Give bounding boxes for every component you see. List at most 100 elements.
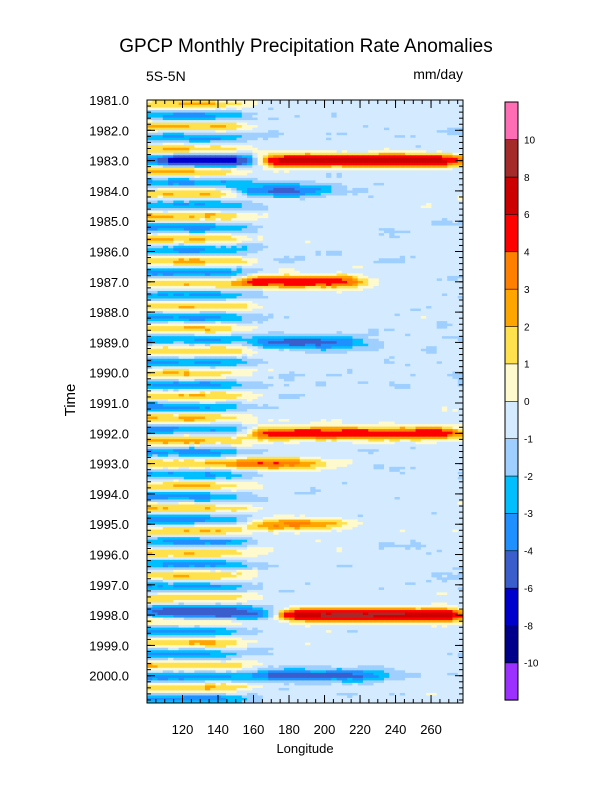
heatmap-cell (226, 263, 232, 267)
heatmap-cell (341, 200, 348, 204)
heatmap-cell (152, 105, 159, 109)
heatmap-cell (347, 195, 353, 199)
heatmap-cell (341, 243, 348, 247)
heatmap-cell (210, 130, 216, 134)
heatmap-cell (162, 177, 169, 181)
heatmap-cell (289, 120, 295, 124)
heatmap-cell (226, 100, 232, 104)
heatmap-cell (268, 177, 274, 181)
heatmap-cell (436, 278, 443, 282)
heatmap-cell (410, 220, 417, 224)
heatmap-cell (394, 278, 401, 282)
heatmap-cell (410, 150, 417, 154)
heatmap-cell (220, 152, 227, 156)
heatmap-cell (157, 225, 164, 229)
heatmap-cell (436, 152, 443, 156)
heatmap-cell (231, 120, 238, 124)
heatmap-cell (252, 135, 259, 139)
heatmap-cell (226, 265, 232, 269)
heatmap-cell (231, 205, 238, 209)
heatmap-cell (162, 225, 169, 229)
heatmap-cell (257, 145, 264, 149)
heatmap-cell (405, 167, 411, 171)
heatmap-cell (199, 260, 206, 264)
heatmap-cell (315, 147, 322, 151)
heatmap-cell (257, 102, 264, 106)
heatmap-cell (405, 127, 411, 131)
heatmap-cell (452, 142, 459, 146)
heatmap-cell (157, 102, 164, 106)
heatmap-cell (415, 240, 422, 244)
heatmap-cell (226, 115, 232, 119)
heatmap-cell (431, 265, 438, 269)
heatmap-cell (204, 293, 211, 297)
heatmap-cell (310, 245, 317, 249)
heatmap-cell (257, 306, 264, 310)
heatmap-cell (452, 245, 459, 249)
heatmap-cell (289, 306, 295, 310)
heatmap-cell (236, 255, 243, 259)
heatmap-cell (273, 258, 280, 262)
heatmap-cell (452, 293, 459, 297)
heatmap-cell (431, 162, 438, 166)
heatmap-cell (162, 260, 169, 264)
heatmap-cell (173, 210, 180, 214)
heatmap-cell (173, 192, 180, 196)
heatmap-cell (278, 140, 285, 144)
heatmap-cell (431, 218, 438, 222)
heatmap-cell (226, 240, 232, 244)
heatmap-cell (247, 145, 253, 149)
heatmap-cell (362, 195, 369, 199)
heatmap-cell (231, 150, 238, 154)
heatmap-cell (341, 152, 348, 156)
heatmap-cell (452, 110, 459, 114)
heatmap-cell (378, 157, 385, 161)
heatmap-cell (226, 102, 232, 106)
heatmap-cell (231, 303, 238, 307)
heatmap-cell (299, 132, 306, 136)
heatmap-cell (199, 273, 206, 277)
heatmap-cell (220, 215, 227, 219)
heatmap-cell (289, 132, 295, 136)
heatmap-cell (268, 218, 274, 222)
heatmap-cell (152, 258, 159, 262)
heatmap-cell (204, 190, 211, 194)
heatmap-cell (310, 150, 317, 154)
heatmap-cell (215, 170, 222, 174)
heatmap-cell (268, 145, 274, 149)
heatmap-cell (147, 213, 153, 217)
heatmap-cell (173, 112, 180, 116)
heatmap-cell (389, 100, 396, 104)
heatmap-cell (194, 177, 201, 181)
heatmap-cell (257, 135, 264, 139)
heatmap-cell (426, 285, 432, 289)
heatmap-cell (352, 233, 359, 237)
heatmap-cell (183, 145, 190, 149)
heatmap-cell (199, 265, 206, 269)
heatmap-cell (331, 243, 338, 247)
heatmap-cell (162, 203, 169, 207)
heatmap-cell (220, 187, 227, 191)
heatmap-cell (273, 140, 280, 144)
heatmap-cell (268, 160, 274, 164)
heatmap-cell (320, 132, 327, 136)
heatmap-cell (305, 285, 311, 289)
heatmap-cell (336, 248, 343, 252)
heatmap-cell (320, 233, 327, 237)
heatmap-cell (231, 142, 238, 146)
heatmap-cell (415, 135, 422, 139)
heatmap-cell (299, 215, 306, 219)
heatmap-cell (352, 112, 359, 116)
heatmap-cell (199, 270, 206, 274)
heatmap-cell (331, 208, 338, 212)
heatmap-cell (189, 140, 195, 144)
heatmap-cell (415, 197, 422, 201)
heatmap-cell (452, 205, 459, 209)
heatmap-cell (405, 303, 411, 307)
heatmap-cell (426, 177, 432, 181)
heatmap-cell (236, 162, 243, 166)
heatmap-cell (362, 250, 369, 254)
heatmap-cell (384, 268, 390, 272)
heatmap-cell (157, 218, 164, 222)
heatmap-cell (405, 140, 411, 144)
